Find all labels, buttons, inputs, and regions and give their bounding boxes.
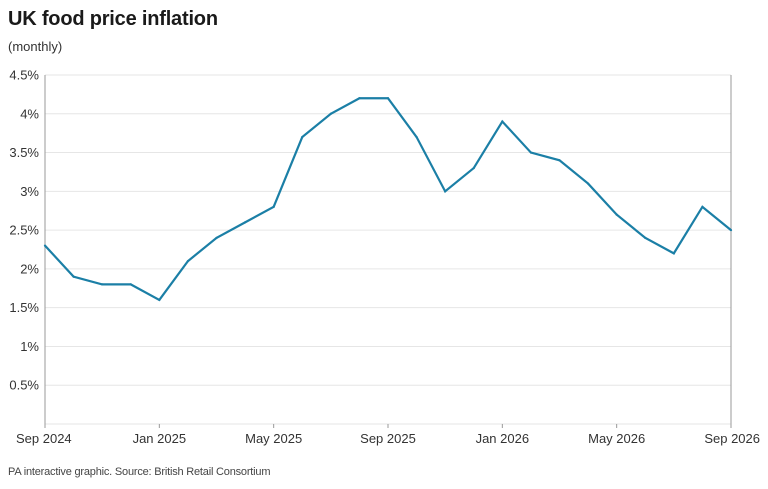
y-tick-label: 2.5%: [9, 223, 39, 238]
data-point: [215, 236, 218, 239]
y-tick-label: 4%: [20, 106, 39, 121]
data-point: [672, 252, 675, 255]
y-axis-ticks: 0.5% 1% 1.5% 2% 2.5% 3% 3.5% 4% 4.5%: [9, 68, 39, 393]
data-point: [644, 236, 647, 239]
data-point: [558, 159, 561, 162]
y-tick-label: 3%: [20, 184, 39, 199]
series-layer: [43, 97, 733, 302]
data-point: [586, 182, 590, 185]
data-point: [329, 112, 332, 115]
gridlines: [44, 74, 732, 425]
data-point: [472, 166, 475, 170]
x-tick-label: Sep 2026: [704, 431, 760, 446]
data-point: [243, 221, 247, 224]
x-tick-label: May 2025: [245, 431, 302, 446]
y-tick-label: 0.5%: [9, 378, 39, 393]
chart-title: UK food price inflation: [8, 8, 218, 30]
data-point: [158, 298, 161, 302]
data-point: [272, 205, 275, 208]
data-point: [501, 120, 504, 123]
y-tick-label: 2%: [20, 261, 39, 276]
data-point: [729, 229, 733, 232]
data-point: [415, 135, 418, 139]
data-point: [186, 260, 190, 263]
y-tick-label: 4.5%: [9, 68, 39, 83]
data-point: [129, 283, 132, 286]
x-tick-label: Jan 2025: [133, 431, 187, 446]
x-tick-label: Sep 2025: [360, 431, 416, 446]
x-tick-label: May 2026: [588, 431, 645, 446]
x-tick-label: Sep 2024: [16, 431, 72, 446]
series-line: [44, 97, 732, 302]
data-point: [72, 275, 75, 278]
data-point: [358, 97, 361, 100]
data-point: [444, 190, 447, 193]
chart-subtitle: (monthly): [8, 39, 63, 54]
data-point: [701, 205, 704, 208]
y-tick-label: 1%: [20, 339, 39, 354]
data-point: [529, 151, 533, 154]
x-axis-ticks: Sep 2024 Jan 2025 May 2025 Sep 2025 Jan 2026…: [16, 424, 760, 446]
y-tick-label: 1.5%: [9, 300, 39, 315]
data-point: [43, 244, 47, 247]
data-point: [301, 135, 304, 139]
data-point: [386, 97, 390, 100]
y-tick-label: 3.5%: [9, 145, 39, 160]
data-point: [101, 283, 104, 286]
data-point: [615, 213, 618, 216]
source-note: PA interactive graphic. Source: British …: [8, 466, 271, 478]
x-tick-label: Jan 2026: [476, 431, 530, 446]
